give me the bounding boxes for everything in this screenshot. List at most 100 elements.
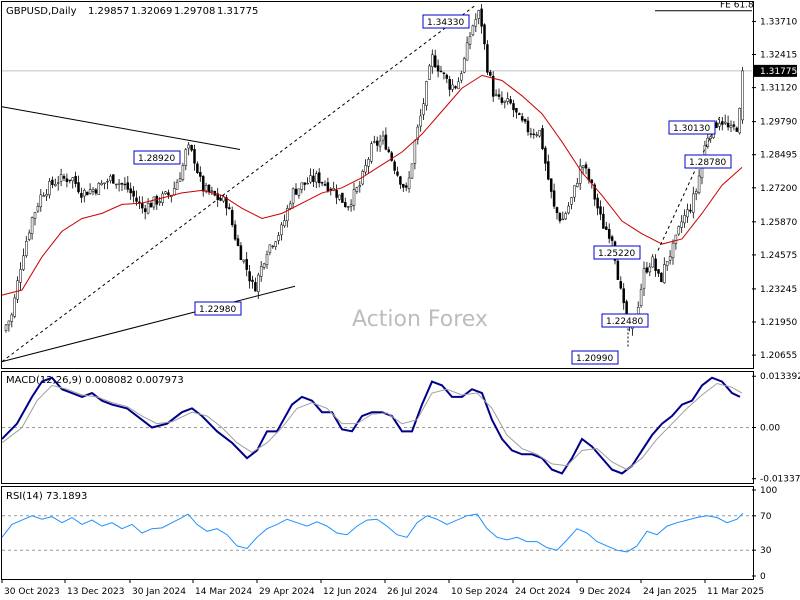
candle-body <box>62 176 66 179</box>
candle-body <box>42 195 45 197</box>
candle-body <box>300 182 304 190</box>
candle-body <box>129 188 132 194</box>
candle-body <box>48 181 51 196</box>
candle-body <box>338 194 341 200</box>
candle-body <box>103 182 106 184</box>
candle-body <box>407 177 411 189</box>
price-tick-label: 1.29790 <box>760 118 797 128</box>
candle-body <box>677 226 681 235</box>
candle-body <box>114 183 118 186</box>
candle-body <box>442 72 446 74</box>
candle-body <box>607 229 611 239</box>
candle-body <box>132 190 135 197</box>
candle-body <box>605 226 608 230</box>
candle-body <box>448 78 451 90</box>
candle-body <box>56 182 60 184</box>
candle-body <box>431 54 434 68</box>
candle-body <box>120 183 124 185</box>
candle-body <box>668 256 672 261</box>
candle-body <box>402 184 405 188</box>
candle-body <box>112 174 115 184</box>
current-price-box <box>753 64 797 77</box>
candle-body <box>410 163 414 179</box>
candle-body <box>639 289 643 307</box>
candle-body <box>738 108 741 134</box>
candle-body <box>346 206 350 208</box>
rsi-panel-frame <box>1 486 754 580</box>
candle-body <box>535 134 538 136</box>
candle-body <box>83 190 86 197</box>
x-tick-label: 12 Jun 2024 <box>323 587 377 597</box>
price-annotation-label: 1.28920 <box>138 154 175 164</box>
candle-body <box>259 266 263 277</box>
candle-body <box>146 203 150 214</box>
candle-body <box>515 107 518 113</box>
candle-body <box>547 161 550 180</box>
candle-body <box>367 159 370 167</box>
candle-body <box>315 173 318 183</box>
macd-tick-label: 0.00 <box>760 424 780 434</box>
candle-body <box>109 175 112 181</box>
candle-body <box>384 134 388 150</box>
candle-body <box>201 175 205 192</box>
candle-body <box>187 144 190 149</box>
candle-body <box>709 136 712 140</box>
candle-body <box>88 189 92 194</box>
candle-body <box>65 178 69 182</box>
candle-body <box>518 113 521 115</box>
candle-body <box>494 94 498 96</box>
candle-body <box>436 65 440 72</box>
candle-body <box>602 213 605 229</box>
candle-body <box>454 86 457 89</box>
candle-body <box>317 172 321 184</box>
candle-body <box>143 208 147 213</box>
candle-body <box>306 182 309 185</box>
candle-body <box>323 184 327 186</box>
candle-body <box>193 149 196 164</box>
candle-body <box>288 203 292 209</box>
candle-body <box>718 122 721 127</box>
price-annotation-box <box>601 313 649 328</box>
candle-body <box>462 58 466 73</box>
candle-body <box>239 245 243 261</box>
candle-body <box>265 253 269 266</box>
candle-body <box>544 147 547 164</box>
candle-body <box>277 235 280 241</box>
candle-body <box>257 274 260 292</box>
rsi-tick-label: 0 <box>760 572 766 582</box>
x-tick-label: 29 Apr 2024 <box>259 587 315 597</box>
candle-body <box>312 175 315 182</box>
candle-body <box>387 149 391 153</box>
candle-body <box>506 98 509 102</box>
candle-body <box>80 192 83 198</box>
candle-body <box>645 267 649 273</box>
candle-body <box>27 232 31 240</box>
price-annotation-box <box>684 154 732 169</box>
candle-body <box>236 238 240 246</box>
ohlc-open: 1.29857 <box>88 6 129 17</box>
candle-body <box>364 165 367 173</box>
macd-signal-line <box>1 382 743 471</box>
x-tick-label: 30 Oct 2023 <box>4 587 60 597</box>
price-annotation-label: 1.25220 <box>598 249 635 259</box>
candle-body <box>184 149 188 166</box>
candle-body <box>451 84 454 90</box>
x-tick-label: 13 Dec 2023 <box>67 587 125 597</box>
candle-body <box>33 212 37 219</box>
candle-body <box>262 263 266 268</box>
candle-body <box>268 244 272 253</box>
candle-body <box>329 188 333 191</box>
candle-body <box>526 120 530 133</box>
macd-tick-label: 0.013392 <box>760 372 800 382</box>
candle-body <box>741 70 744 121</box>
candle-body <box>225 197 228 209</box>
candle-body <box>419 115 422 127</box>
candle-body <box>167 192 170 196</box>
candle-body <box>457 81 460 90</box>
candle-body <box>648 266 652 273</box>
candle-body <box>178 178 182 182</box>
candle-body <box>19 269 22 283</box>
candle-body <box>303 182 306 185</box>
macd-title: MACD(12,26,9) 0.008082 0.007973 <box>6 375 184 386</box>
price-tick-label: 1.21950 <box>760 318 797 328</box>
